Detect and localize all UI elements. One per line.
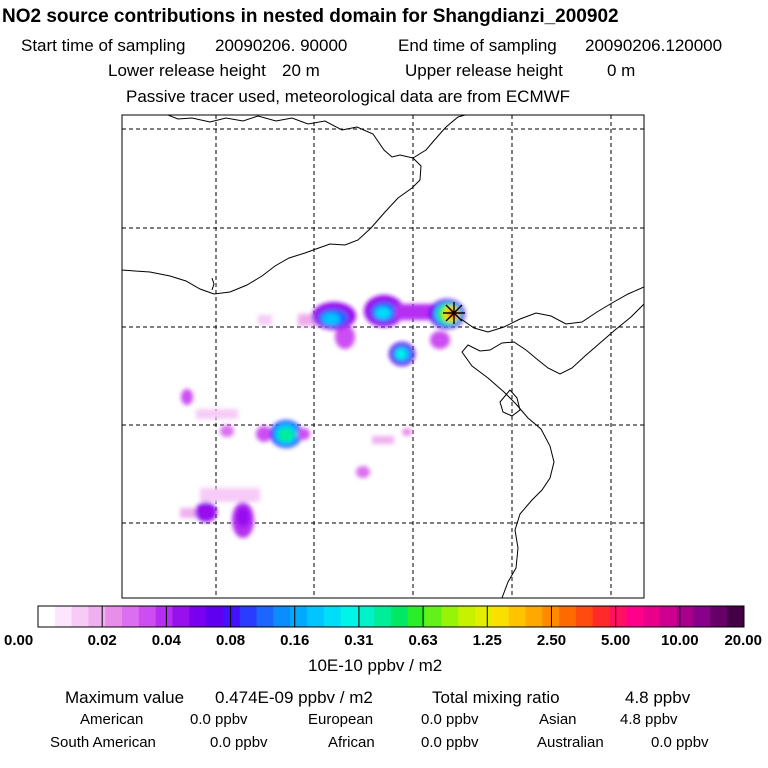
colorbar-cell: [508, 606, 526, 627]
colorbar-cell: [559, 606, 577, 627]
colorbar-cell: [609, 606, 627, 627]
colorbar-cell: [391, 606, 409, 627]
colorbar-tick-label: 5.00: [601, 632, 630, 649]
total-mixing-value: 4.8 ppbv: [625, 688, 691, 707]
colorbar-cell: [441, 606, 459, 627]
region-american-label: American: [80, 711, 144, 728]
colorbar-tick-label: 0.04: [152, 632, 182, 649]
colorbar-tick-label: 0.00: [4, 632, 33, 649]
lower-height-label: Lower release height: [108, 61, 266, 80]
colorbar-cell: [592, 606, 610, 627]
colorbar-cell: [340, 606, 358, 627]
colorbar-cell: [88, 606, 106, 627]
colorbar-cell: [575, 606, 594, 627]
coastline: [122, 115, 644, 598]
end-time-value: 20090206.120000: [585, 36, 723, 55]
colorbar-cell: [323, 606, 341, 627]
colorbar-cell: [172, 606, 190, 627]
region-european-value: 0.0 ppbv: [421, 711, 479, 728]
max-value: 0.474E-09 ppbv / m2: [215, 688, 373, 707]
colorbar-cell: [357, 606, 375, 627]
colorbar-tick-label: 10.00: [661, 632, 699, 649]
colorbar-cell: [710, 606, 728, 627]
colorbar-cell: [525, 606, 543, 627]
region-asian-label: Asian: [539, 711, 577, 728]
colorbar-cell: [222, 606, 241, 627]
region-asian-value: 4.8 ppbv: [620, 711, 678, 728]
total-mixing-label: Total mixing ratio: [432, 688, 560, 707]
colorbar-cell: [206, 606, 224, 627]
colorbar-tick-label: 0.02: [88, 632, 117, 649]
lower-height-value: 20 m: [282, 61, 320, 80]
colorbar-cell: [273, 606, 291, 627]
colorbar-cell: [659, 606, 678, 627]
colorbar-cell: [54, 606, 73, 627]
region-african-label: African: [328, 734, 375, 751]
colorbar-tick-label: 1.25: [473, 632, 502, 649]
colorbar-cell: [189, 606, 207, 627]
colorbar-tick-label: 0.16: [280, 632, 309, 649]
colorbar-cell: [306, 606, 325, 627]
region-australian-value: 0.0 ppbv: [651, 734, 709, 751]
colorbar-cell: [693, 606, 711, 627]
colorbar-cell: [676, 606, 694, 627]
colorbar-cell: [38, 606, 56, 627]
colorbar-cell: [374, 606, 392, 627]
colorbar-cell: [239, 606, 257, 627]
colorbar-cell: [155, 606, 173, 627]
colorbar-cells: [38, 606, 745, 627]
colorbar-tick-label: 0.08: [216, 632, 245, 649]
colorbar-cell: [290, 606, 308, 627]
region-south-american-value: 0.0 ppbv: [210, 734, 268, 751]
colorbar-tick-label: 0.63: [408, 632, 437, 649]
colorbar-cell: [727, 606, 745, 627]
region-australian-label: Australian: [537, 734, 604, 751]
grid-lines: [122, 115, 644, 598]
receptor-marker: [443, 302, 465, 324]
colorbar-cell: [105, 606, 123, 627]
start-time-value: 20090206. 90000: [215, 36, 348, 55]
colorbar-cell: [542, 606, 560, 627]
colorbar-cell: [424, 606, 442, 627]
region-south-american-label: South American: [50, 734, 156, 751]
colorbar-cell: [491, 606, 510, 627]
colorbar-cell: [407, 606, 426, 627]
start-time-label: Start time of sampling: [21, 36, 186, 55]
colorbar-cell: [256, 606, 274, 627]
chart-title: NO2 source contributions in nested domai…: [2, 6, 619, 27]
tracer-note: Passive tracer used, meteorological data…: [126, 87, 571, 106]
colorbar-tick-label: 0.31: [344, 632, 373, 649]
colorbar-tick-label: 2.50: [537, 632, 566, 649]
end-time-label: End time of sampling: [398, 36, 557, 55]
upper-height-value: 0 m: [607, 61, 636, 80]
colorbar-tick-labels: 0.00 0.02 0.04 0.08 0.16 0.31 0.63 1.25 2.50 5.00…: [4, 606, 762, 649]
upper-height-label: Upper release height: [405, 61, 563, 80]
region-european-label: European: [308, 711, 374, 728]
colorbar-tick-label: 20.00: [724, 632, 762, 649]
colorbar-frame: [37, 605, 745, 628]
colorbar-cell: [122, 606, 140, 627]
max-value-label: Maximum value: [65, 688, 185, 707]
map-frame: [121, 114, 645, 599]
colorbar-unit-label: 10E-10 ppbv / m2: [308, 656, 443, 675]
region-african-value: 0.0 ppbv: [421, 734, 479, 751]
colorbar-cell: [475, 606, 493, 627]
colorbar-cell: [138, 606, 157, 627]
concentration-field: [180, 295, 465, 538]
colorbar-cell: [626, 606, 644, 627]
region-american-value: 0.0 ppbv: [190, 711, 248, 728]
colorbar-cell: [71, 606, 89, 627]
colorbar-cell: [458, 606, 476, 627]
colorbar-cell: [643, 606, 661, 627]
